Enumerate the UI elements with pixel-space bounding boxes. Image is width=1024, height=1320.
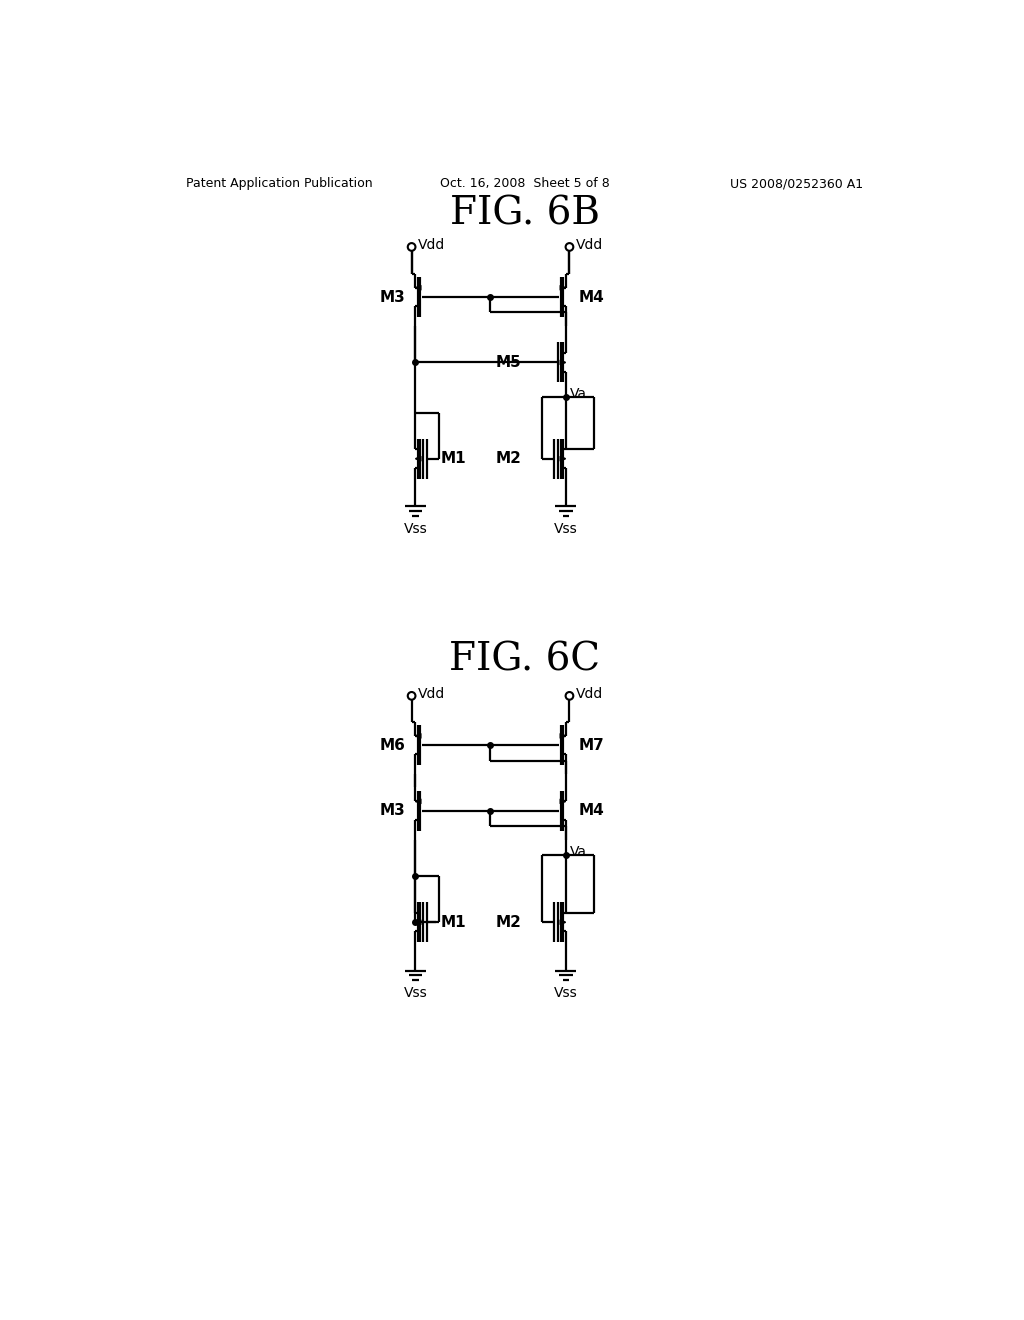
Text: M2: M2	[496, 915, 521, 929]
Text: Va: Va	[570, 387, 587, 401]
Polygon shape	[416, 285, 421, 290]
Text: M7: M7	[579, 738, 604, 752]
Text: M2: M2	[496, 451, 521, 466]
Polygon shape	[560, 457, 565, 461]
Polygon shape	[560, 734, 565, 738]
Polygon shape	[560, 920, 565, 925]
Text: M5: M5	[496, 355, 521, 370]
Text: FIG. 6C: FIG. 6C	[450, 642, 600, 678]
Text: Vss: Vss	[554, 986, 578, 1001]
Text: Oct. 16, 2008  Sheet 5 of 8: Oct. 16, 2008 Sheet 5 of 8	[440, 177, 609, 190]
Text: M6: M6	[379, 738, 406, 752]
Polygon shape	[416, 799, 421, 804]
Text: Vss: Vss	[554, 521, 578, 536]
Text: M4: M4	[579, 289, 604, 305]
Text: M4: M4	[579, 803, 604, 818]
Text: Vdd: Vdd	[418, 239, 445, 252]
Text: M3: M3	[379, 803, 406, 818]
Polygon shape	[560, 285, 565, 290]
Text: M1: M1	[441, 451, 467, 466]
Text: Vss: Vss	[403, 521, 427, 536]
Text: FIG. 6B: FIG. 6B	[450, 195, 600, 232]
Text: Vdd: Vdd	[575, 688, 603, 701]
Text: M3: M3	[379, 289, 406, 305]
Polygon shape	[416, 734, 421, 738]
Polygon shape	[560, 799, 565, 804]
Polygon shape	[416, 457, 421, 461]
Polygon shape	[416, 920, 421, 925]
Text: Vdd: Vdd	[418, 688, 445, 701]
Text: Patent Application Publication: Patent Application Publication	[186, 177, 373, 190]
Text: Va: Va	[570, 845, 587, 859]
Text: Vss: Vss	[403, 986, 427, 1001]
Text: US 2008/0252360 A1: US 2008/0252360 A1	[730, 177, 863, 190]
Polygon shape	[560, 360, 565, 364]
Text: Vdd: Vdd	[575, 239, 603, 252]
Text: M1: M1	[441, 915, 467, 929]
